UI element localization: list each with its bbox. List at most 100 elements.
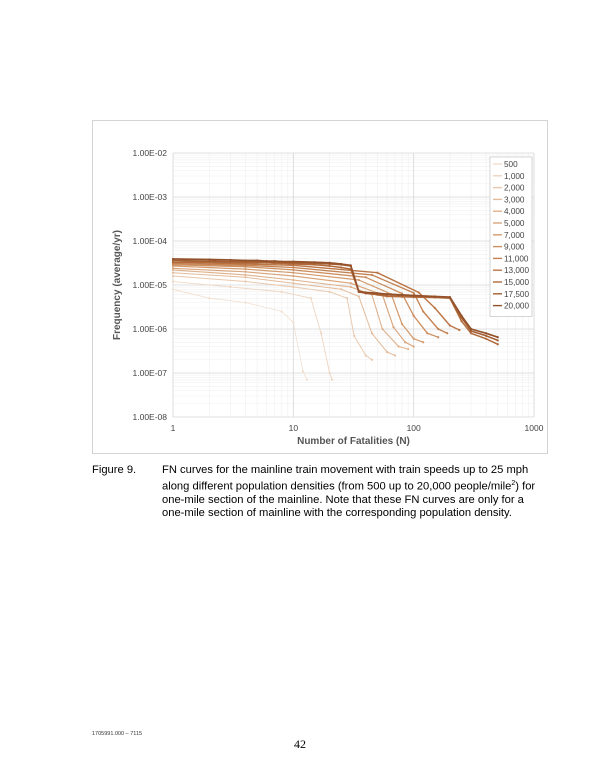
data-point [407, 347, 410, 351]
fn-chart: 1 10 100 1000 1.00E-08 1.00E-07 1.00E-06 1.00E-… [112, 148, 544, 447]
data-point [370, 358, 374, 361]
data-point [412, 314, 415, 317]
data-point [229, 258, 232, 262]
series-line [172, 275, 373, 361]
data-point [393, 354, 397, 357]
data-point [448, 324, 451, 327]
data-point [340, 262, 343, 266]
data-point [244, 267, 247, 271]
data-point [364, 291, 367, 294]
data-point [357, 278, 360, 282]
data-point [460, 320, 463, 323]
data-point [292, 274, 295, 278]
data-point [280, 290, 283, 293]
data-point [397, 345, 400, 348]
legend-label: 17,500 [504, 290, 529, 299]
figure-text-part-2: ) for one-mile section of the mainline. … [162, 480, 536, 519]
data-point [171, 271, 175, 274]
data-point [349, 264, 352, 267]
y-tick-label: 1.00E-02 [133, 148, 168, 158]
data-point [309, 297, 313, 300]
data-point [458, 328, 461, 332]
data-point [328, 290, 331, 293]
data-point [496, 339, 499, 342]
x-tick-label: 1000 [525, 423, 544, 433]
data-point [364, 276, 367, 279]
series-line [172, 265, 424, 343]
data-point [280, 310, 283, 313]
legend-label: 9,000 [504, 243, 525, 252]
y-axis-label: Frequency (average/yr) [112, 230, 123, 340]
series-line [172, 264, 439, 338]
data-point [357, 295, 360, 298]
data-point [280, 260, 283, 263]
data-point [437, 327, 440, 331]
data-point [364, 354, 367, 357]
x-axis-label: Number of Fatalities (N) [297, 436, 410, 447]
data-point [370, 332, 374, 335]
legend-box [489, 156, 533, 317]
series-group [171, 271, 397, 357]
data-point [469, 327, 473, 331]
data-point [381, 327, 384, 331]
data-point [433, 306, 436, 310]
data-point [349, 282, 352, 285]
x-tick-label: 10 [289, 423, 299, 433]
data-point [496, 336, 499, 339]
data-point [313, 261, 316, 264]
data-point [485, 332, 488, 335]
data-point [208, 297, 211, 300]
data-point [208, 259, 211, 263]
data-point [244, 301, 247, 304]
data-point [171, 280, 175, 283]
data-point [171, 288, 175, 291]
data-point [392, 326, 395, 329]
data-point [376, 271, 379, 274]
data-point [292, 266, 295, 269]
data-point [273, 259, 276, 263]
data-point [385, 295, 389, 298]
series-line [172, 272, 396, 356]
data-point [353, 334, 356, 337]
legend-label: 5,000 [504, 219, 525, 228]
data-point [171, 268, 175, 272]
x-tick-label: 1 [171, 423, 176, 433]
data-point [171, 267, 175, 270]
legend-label: 15,000 [504, 278, 529, 287]
data-point [400, 322, 404, 326]
x-tick-label: 100 [407, 423, 421, 433]
data-point [496, 343, 499, 346]
data-point [292, 260, 295, 263]
data-point [292, 268, 295, 272]
data-point [426, 332, 429, 335]
figure-text-superscript: 2 [511, 480, 516, 487]
data-point [301, 370, 304, 373]
data-point [292, 278, 295, 282]
data-point [422, 310, 425, 313]
y-tick-label: 1.00E-06 [133, 324, 168, 334]
data-point [171, 261, 175, 264]
data-point [385, 350, 389, 354]
data-point [412, 294, 415, 297]
series-line [172, 262, 448, 334]
data-point [244, 280, 247, 283]
legend-label: 2,000 [504, 184, 525, 193]
data-point [376, 292, 379, 295]
data-point [460, 314, 463, 317]
data-point [412, 291, 415, 295]
legend-label: 500 [504, 160, 518, 169]
legend-label: 13,000 [504, 266, 529, 275]
data-point [171, 257, 175, 261]
series-group [171, 280, 334, 381]
figure-label: Figure 9. [92, 464, 137, 476]
data-point [171, 259, 175, 262]
data-point [292, 321, 295, 324]
data-point [244, 270, 247, 273]
data-point [244, 273, 247, 276]
data-point [305, 378, 309, 381]
data-point [422, 341, 425, 344]
data-point [346, 297, 349, 300]
data-point [292, 271, 295, 274]
data-point [417, 291, 420, 294]
data-point [412, 337, 415, 340]
